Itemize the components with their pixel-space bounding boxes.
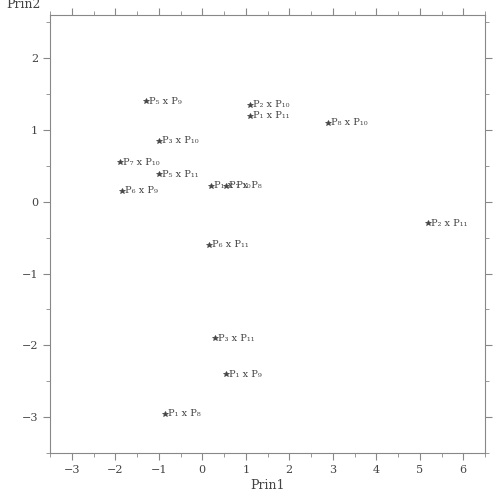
Text: P₆ x P₉: P₆ x P₉ bbox=[125, 186, 158, 195]
Text: P₂ x P₁₁: P₂ x P₁₁ bbox=[432, 219, 468, 228]
Text: P₇ x P₈: P₇ x P₈ bbox=[229, 181, 262, 190]
Text: P₃ x P₁₁: P₃ x P₁₁ bbox=[218, 334, 255, 343]
Text: P₁ x P₁₁: P₁ x P₁₁ bbox=[253, 111, 290, 120]
Text: P₁ x P₈: P₁ x P₈ bbox=[168, 409, 201, 418]
Text: P₃ x P₁₀: P₃ x P₁₀ bbox=[162, 136, 198, 145]
Text: P₇ x P₁₀: P₇ x P₁₀ bbox=[122, 158, 160, 167]
Text: P₆ x P₁₁: P₆ x P₁₁ bbox=[212, 241, 248, 249]
Text: P₅ x P₁₁: P₅ x P₁₁ bbox=[162, 170, 198, 179]
Text: Prin2: Prin2 bbox=[6, 0, 41, 10]
Text: P₁ x P₉: P₁ x P₉ bbox=[229, 370, 262, 378]
Text: P₁ x P₁₀: P₁ x P₁₀ bbox=[214, 181, 250, 190]
X-axis label: Prin1: Prin1 bbox=[250, 479, 285, 492]
Text: P₂ x P₁₀: P₂ x P₁₀ bbox=[253, 100, 290, 109]
Text: P₅ x P₉: P₅ x P₉ bbox=[148, 97, 182, 106]
Text: P₈ x P₁₀: P₈ x P₁₀ bbox=[332, 118, 368, 127]
